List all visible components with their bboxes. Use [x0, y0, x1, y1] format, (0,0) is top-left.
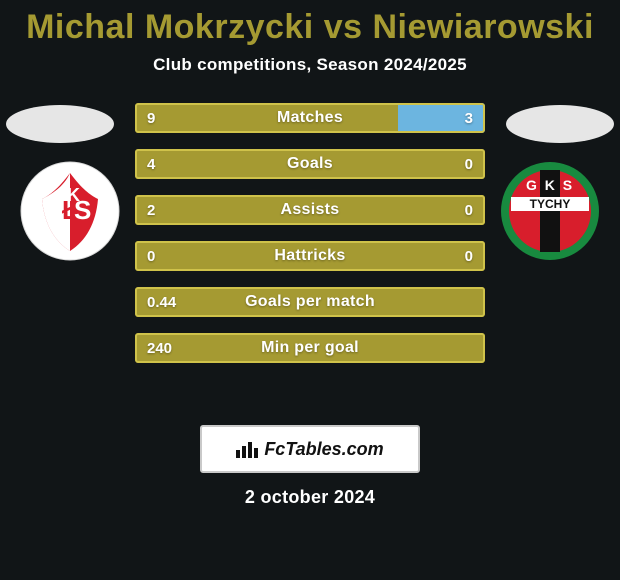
player1-name: Michal Mokrzycki — [26, 8, 314, 46]
club-badge-left: Ł S K — [20, 161, 120, 261]
stat-bar: Min per goal240 — [135, 333, 485, 363]
stat-value-right: 0 — [453, 195, 485, 225]
stat-value-left: 9 — [135, 103, 167, 133]
stat-value-left: 0 — [135, 241, 167, 271]
stat-bar: Hattricks00 — [135, 241, 485, 271]
stat-bar: Goals per match0.44 — [135, 287, 485, 317]
subtitle: Club competitions, Season 2024/2025 — [0, 55, 620, 75]
date-text: 2 october 2024 — [0, 487, 620, 508]
credit-text: FcTables.com — [264, 439, 383, 460]
stat-bar: Goals40 — [135, 149, 485, 179]
credit-badge: FcTables.com — [200, 425, 420, 473]
bar-segment-left — [135, 149, 485, 179]
player2-name: Niewiarowski — [372, 8, 593, 46]
gks-tychy-icon: TYCHY G K S — [500, 161, 600, 261]
svg-text:TYCHY: TYCHY — [530, 197, 571, 211]
stat-bar: Assists20 — [135, 195, 485, 225]
club-badge-right: TYCHY G K S — [500, 161, 600, 261]
stat-value-left: 4 — [135, 149, 167, 179]
stat-value-left: 0.44 — [135, 287, 188, 317]
stat-value-right: 3 — [453, 103, 485, 133]
vs-text: vs — [324, 8, 363, 46]
stat-value-right: 0 — [453, 149, 485, 179]
stat-bar: Matches93 — [135, 103, 485, 133]
stat-value-left: 240 — [135, 333, 184, 363]
stat-value-left: 2 — [135, 195, 167, 225]
bar-segment-left — [135, 195, 485, 225]
comparison-title: Michal Mokrzycki vs Niewiarowski — [0, 0, 620, 47]
bar-segment-left — [135, 333, 485, 363]
bar-chart-icon — [236, 440, 258, 458]
svg-text:K: K — [67, 185, 80, 205]
oval-shadow-right — [506, 105, 614, 143]
chart-stage: Ł S K TYCHY G K S Matches93Goals40Assist… — [0, 103, 620, 403]
svg-text:G K S: G K S — [526, 177, 574, 193]
stat-bars: Matches93Goals40Assists20Hattricks00Goal… — [135, 103, 485, 363]
lks-lodz-icon: Ł S K — [20, 161, 120, 261]
oval-shadow-left — [6, 105, 114, 143]
bar-segment-left — [135, 241, 485, 271]
stat-value-right: 0 — [453, 241, 485, 271]
bar-segment-left — [135, 103, 398, 133]
